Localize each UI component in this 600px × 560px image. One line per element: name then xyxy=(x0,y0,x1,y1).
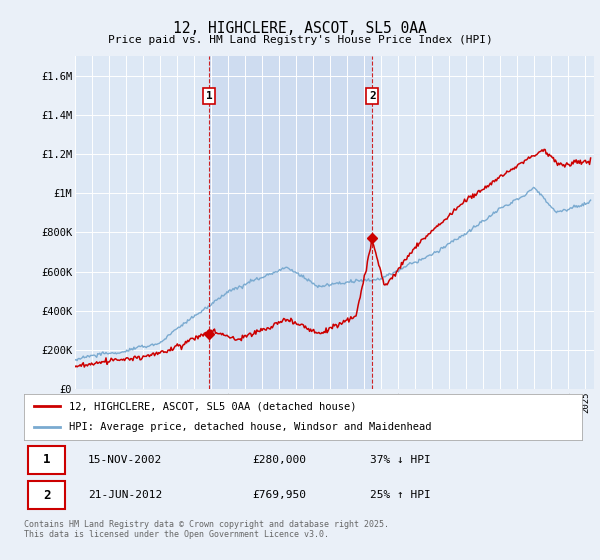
Text: 2: 2 xyxy=(369,91,376,101)
Text: 37% ↓ HPI: 37% ↓ HPI xyxy=(370,455,431,465)
Text: 12, HIGHCLERE, ASCOT, SL5 0AA: 12, HIGHCLERE, ASCOT, SL5 0AA xyxy=(173,21,427,36)
Text: 2: 2 xyxy=(43,488,50,502)
FancyBboxPatch shape xyxy=(28,446,65,474)
Text: £769,950: £769,950 xyxy=(253,490,307,500)
Text: 15-NOV-2002: 15-NOV-2002 xyxy=(88,455,163,465)
Text: 1: 1 xyxy=(43,453,50,466)
FancyBboxPatch shape xyxy=(28,481,65,509)
Bar xyxy=(209,56,372,389)
Text: Price paid vs. HM Land Registry's House Price Index (HPI): Price paid vs. HM Land Registry's House … xyxy=(107,35,493,45)
Text: Contains HM Land Registry data © Crown copyright and database right 2025.
This d: Contains HM Land Registry data © Crown c… xyxy=(24,520,389,539)
Text: 12, HIGHCLERE, ASCOT, SL5 0AA (detached house): 12, HIGHCLERE, ASCOT, SL5 0AA (detached … xyxy=(68,401,356,411)
Text: 25% ↑ HPI: 25% ↑ HPI xyxy=(370,490,431,500)
Text: HPI: Average price, detached house, Windsor and Maidenhead: HPI: Average price, detached house, Wind… xyxy=(68,422,431,432)
Text: £280,000: £280,000 xyxy=(253,455,307,465)
Text: 1: 1 xyxy=(206,91,212,101)
Text: 21-JUN-2012: 21-JUN-2012 xyxy=(88,490,163,500)
